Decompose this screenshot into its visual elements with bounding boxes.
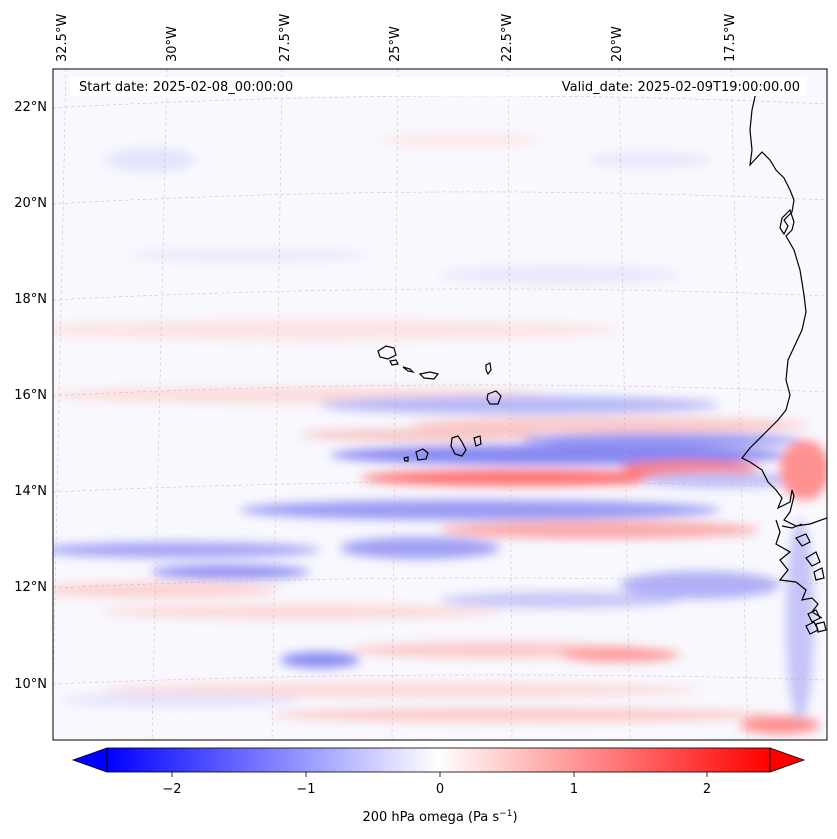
omega-feature (786, 520, 814, 720)
lat-label-20n: 20°N (14, 196, 47, 211)
omega-feature (270, 708, 770, 722)
island-brava (403, 456, 409, 462)
lon-label-27-5w: 27.5°W (278, 14, 293, 62)
omega-feature (440, 266, 680, 284)
island-maio (473, 435, 482, 447)
start-date-label: Start date: 2025-02-08_00:00:00 (79, 80, 293, 95)
omega-feature (780, 440, 827, 500)
graticule (53, 69, 827, 740)
colorbar-label-exp: −1 (499, 809, 512, 819)
colorbar-label-end: ) (512, 810, 517, 825)
omega-feature (520, 433, 800, 447)
omega-feature (640, 472, 800, 488)
omega-feature (240, 500, 720, 520)
lat-label-14n: 14°N (14, 484, 47, 499)
cape-verde-islands (377, 345, 502, 462)
lon-label-22-5w: 22.5°W (500, 14, 515, 62)
map-frame (52, 68, 828, 741)
omega-feature (360, 470, 680, 486)
colorbar-tick-label-neg2: −2 (162, 782, 181, 797)
omega-feature (53, 320, 620, 340)
omega-feature (620, 461, 760, 475)
lon-label-20w: 20°W (610, 26, 625, 62)
colorbar: −2 −1 0 1 2 200 hPa omega (Pa s−1) (71, 747, 806, 825)
omega-feature (620, 571, 780, 599)
island-sal (485, 362, 492, 376)
omega-feature (150, 565, 310, 579)
island-sao-vicente (389, 359, 399, 366)
omega-feature (440, 592, 680, 608)
omega-feature (280, 652, 360, 668)
omega-feature (380, 133, 540, 147)
annotation-band (70, 77, 807, 96)
omega-feature (330, 445, 790, 465)
island-santiago (450, 435, 467, 457)
lon-label-25w: 25°W (388, 26, 403, 62)
colorbar-tick-label-neg1: −1 (296, 782, 315, 797)
omega-feature (53, 542, 320, 558)
colorbar-label: 200 hPa omega (Pa s−1) (362, 809, 517, 825)
lat-label-18n: 18°N (14, 292, 47, 307)
lon-label-32-5w: 32.5°W (55, 14, 70, 62)
omega-feature (60, 693, 300, 707)
omega-feature (100, 605, 500, 619)
omega-feature (740, 716, 820, 734)
colorbar-low-extend (71, 747, 108, 773)
africa-coastline (741, 91, 827, 635)
island-sao-nicolau-east (418, 371, 440, 380)
lon-label-17-5w: 17.5°W (723, 14, 738, 62)
lat-label-12n: 12°N (14, 580, 47, 595)
omega-feature (440, 521, 760, 539)
omega-feature (560, 648, 680, 662)
valid-date-label: Valid_date: 2025-02-09T19:00:00.00 (562, 80, 800, 95)
island-fogo (415, 448, 429, 461)
omega-feature (340, 537, 500, 559)
colorbar-tick-label-0: 0 (436, 782, 444, 797)
island-santo-antao (377, 345, 397, 360)
colorbar-high-extend (769, 747, 806, 773)
island-boa-vista (486, 390, 502, 405)
colorbar-tick-label-1: 1 (570, 782, 578, 797)
colorbar-gradient (107, 748, 770, 772)
colorbar-label-main: 200 hPa omega (Pa s (362, 810, 499, 825)
lat-label-10n: 10°N (14, 677, 47, 692)
omega-feature (53, 582, 280, 598)
omega-feature (100, 683, 700, 697)
longitude-labels: 32.5°W 30°W 27.5°W 25°W 22.5°W 20°W 17.5… (55, 14, 738, 62)
omega-field (53, 69, 827, 740)
lat-label-16n: 16°N (14, 388, 47, 403)
map-panel: Start date: 2025-02-08_00:00:00 Valid_da… (52, 68, 828, 741)
colorbar-tick-label-2: 2 (703, 782, 711, 797)
lon-label-30w: 30°W (165, 26, 180, 62)
omega-feature (320, 396, 720, 414)
omega-feature (105, 148, 195, 172)
omega-feature (130, 248, 370, 262)
island-sao-nicolau (402, 366, 415, 373)
colorbar-frame (106, 747, 771, 773)
omega-feature (590, 152, 710, 168)
colorbar-ticks (171, 772, 708, 777)
omega-feature (300, 429, 540, 441)
lat-label-22n: 22°N (14, 100, 47, 115)
latitude-labels: 22°N 20°N 18°N 16°N 14°N 12°N 10°N (14, 100, 47, 692)
